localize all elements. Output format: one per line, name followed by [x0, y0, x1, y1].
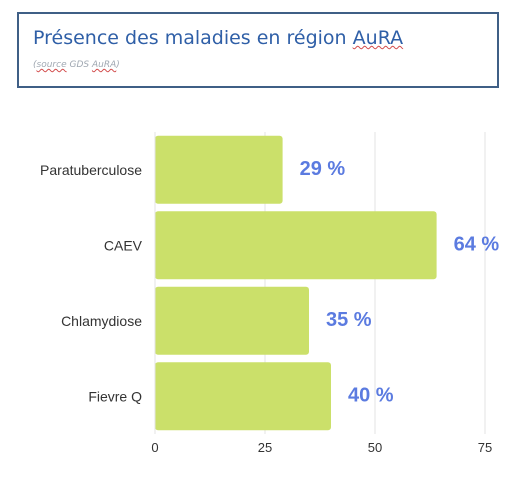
category-label: Paratuberculose: [40, 162, 142, 178]
bar: [155, 211, 437, 280]
x-tick-label: 0: [151, 440, 158, 455]
bar: [155, 135, 283, 204]
bar: [155, 286, 309, 355]
chart-subtitle: (source GDS AuRA): [33, 60, 120, 70]
value-label: 35 %: [326, 309, 372, 331]
category-label: Fievre Q: [88, 388, 142, 404]
value-label: 40 %: [348, 384, 394, 406]
x-tick-label: 50: [368, 440, 382, 455]
category-label: CAEV: [104, 237, 143, 253]
category-label: Chlamydiose: [61, 313, 142, 329]
x-tick-label: 25: [258, 440, 272, 455]
value-label: 64 %: [454, 233, 500, 255]
title-box: Présence des maladies en région AuRA (so…: [17, 12, 499, 88]
x-tick-label: 75: [478, 440, 492, 455]
value-label: 29 %: [300, 158, 346, 180]
bar: [155, 362, 331, 431]
chart-title: Présence des maladies en région AuRA: [33, 27, 404, 49]
